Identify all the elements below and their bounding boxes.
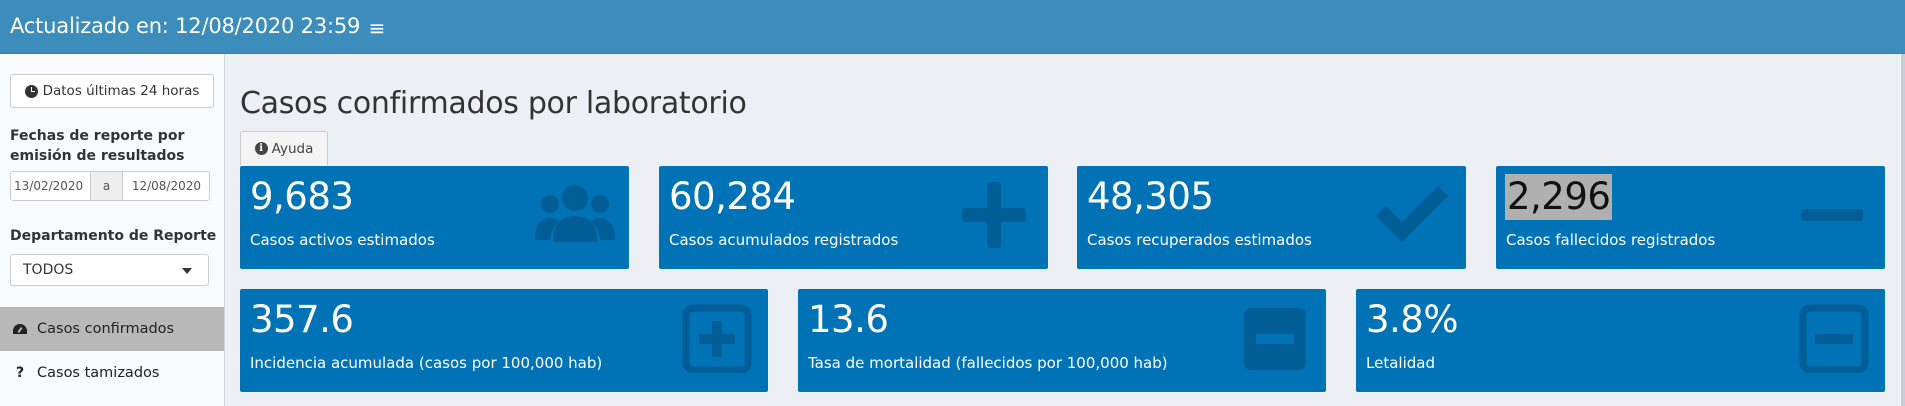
sidebar-item-label: Casos tamizados <box>37 365 160 381</box>
value-box-label: Tasa de mortalidad (fallecidos por 100,0… <box>808 354 1168 372</box>
page-title: Casos confirmados por laboratorio <box>240 86 747 121</box>
help-label: Ayuda <box>271 140 314 157</box>
sidebar-item-casos-tamizados[interactable]: ? Casos tamizados <box>0 351 224 395</box>
bars-icon[interactable]: ≡ <box>368 16 386 40</box>
update-timestamp: Actualizado en: 12/08/2020 23:59 <box>10 14 361 38</box>
value-box-casos-acumulados: 60,284 Casos acumulados registrados <box>659 166 1048 269</box>
date-to-input[interactable]: 12/08/2020 <box>131 179 202 193</box>
plus-icon <box>954 180 1034 250</box>
value-box-label: Letalidad <box>1366 354 1435 372</box>
minus-icon <box>1791 180 1871 250</box>
question-icon: ? <box>15 365 25 381</box>
last-24h-button[interactable]: Datos últimas 24 horas <box>10 74 214 108</box>
department-select[interactable]: TODOS <box>10 254 209 286</box>
sidebar-item-casos-confirmados[interactable]: Casos confirmados <box>0 307 224 351</box>
department-select-value: TODOS <box>23 262 74 278</box>
sidebar-item-label: Casos confirmados <box>37 321 175 337</box>
date-range-separator: a <box>90 172 123 200</box>
caret-down-icon <box>182 268 192 274</box>
help-button[interactable]: i Ayuda <box>240 131 328 165</box>
value-box-value: 13.6 <box>808 298 889 341</box>
value-box-casos-activos: 9,683 Casos activos estimados <box>240 166 629 269</box>
info-icon: i <box>254 142 268 155</box>
scrollbar[interactable] <box>1901 54 1905 406</box>
date-range-picker: 13/02/2020 a 12/08/2020 <box>10 171 210 201</box>
value-box-casos-recuperados: 48,305 Casos recuperados estimados <box>1077 166 1466 269</box>
value-box-value: 48,305 <box>1087 175 1214 218</box>
value-box-mortalidad: 13.6 Tasa de mortalidad (fallecidos por … <box>798 289 1326 392</box>
value-box-label: Casos fallecidos registrados <box>1506 231 1716 249</box>
minus-square-icon <box>1232 303 1312 373</box>
value-box-value: 357.6 <box>250 298 354 341</box>
value-box-value: 9,683 <box>250 175 354 218</box>
value-box-letalidad: 3.8% Letalidad <box>1356 289 1885 392</box>
value-box-value: 60,284 <box>669 175 796 218</box>
date-from-input[interactable]: 13/02/2020 <box>14 179 84 193</box>
dashboard-icon <box>13 324 27 334</box>
last-24h-label: Datos últimas 24 horas <box>42 83 200 99</box>
report-dates-label: Fechas de reporte por emisión de resulta… <box>10 128 185 164</box>
minus-square-outline-icon <box>1791 303 1871 374</box>
clock-icon <box>24 84 38 98</box>
plus-square-icon <box>674 303 754 374</box>
top-header: Actualizado en: 12/08/2020 23:59 ≡ <box>0 0 1905 54</box>
department-label: Departamento de Reporte <box>10 228 217 244</box>
sidebar: Datos últimas 24 horas Fechas de reporte… <box>0 54 225 406</box>
value-box-label: Casos activos estimados <box>250 231 435 249</box>
value-box-value: 2,296 <box>1505 174 1613 220</box>
value-box-label: Casos acumulados registrados <box>669 231 899 249</box>
users-icon <box>535 180 615 250</box>
value-box-label: Incidencia acumulada (casos por 100,000 … <box>250 354 603 372</box>
value-box-label: Casos recuperados estimados <box>1087 231 1312 249</box>
value-box-value: 3.8% <box>1366 298 1459 341</box>
value-box-incidencia: 357.6 Incidencia acumulada (casos por 10… <box>240 289 768 392</box>
check-icon <box>1372 180 1452 250</box>
value-box-casos-fallecidos: 2,296 Casos fallecidos registrados <box>1496 166 1885 269</box>
